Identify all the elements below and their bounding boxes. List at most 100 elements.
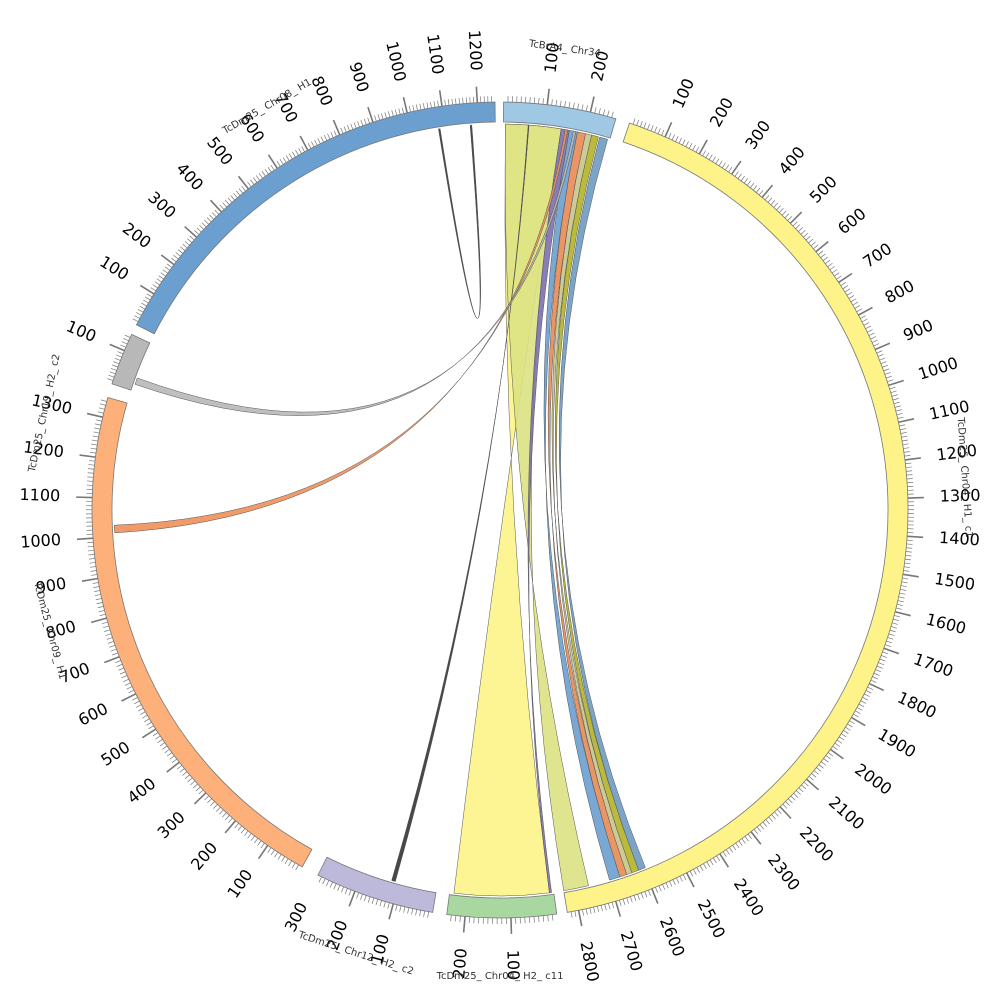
minor-tick xyxy=(357,121,360,128)
minor-tick xyxy=(447,99,450,106)
minor-tick xyxy=(150,287,157,292)
minor-tick xyxy=(832,745,838,751)
minor-tick xyxy=(703,863,707,870)
minor-tick xyxy=(581,104,584,111)
minor-tick xyxy=(412,105,415,112)
minor-tick xyxy=(906,470,913,472)
minor-tick xyxy=(291,862,296,869)
minor-tick xyxy=(853,713,859,718)
minor-tick xyxy=(864,693,870,697)
minor-tick xyxy=(678,137,682,144)
minor-tick xyxy=(95,598,102,601)
minor-tick xyxy=(875,669,882,673)
minor-tick xyxy=(862,696,868,701)
minor-tick xyxy=(211,212,217,218)
minor-tick xyxy=(219,809,224,815)
minor-tick xyxy=(811,773,817,778)
minor-tick xyxy=(608,903,611,910)
minor-tick xyxy=(148,725,154,730)
minor-tick xyxy=(198,789,204,795)
minor-tick xyxy=(116,663,123,667)
minor-tick xyxy=(647,123,650,130)
minor-tick xyxy=(455,98,457,105)
minor-tick xyxy=(348,889,352,896)
minor-tick xyxy=(729,847,734,853)
minor-tick xyxy=(891,394,898,397)
minor-tick xyxy=(88,460,95,462)
minor-tick xyxy=(235,190,241,196)
minor-tick xyxy=(277,854,282,860)
minor-tick xyxy=(110,368,117,371)
minor-tick xyxy=(377,114,381,121)
minor-tick xyxy=(900,432,907,434)
minor-tick xyxy=(318,876,322,883)
minor-tick xyxy=(732,845,737,851)
minor-tick xyxy=(106,637,113,640)
minor-tick xyxy=(371,897,375,904)
major-tick xyxy=(90,617,107,624)
tick-label: 1000 xyxy=(20,530,62,552)
minor-tick xyxy=(112,364,118,368)
minor-tick xyxy=(882,651,889,655)
minor-tick xyxy=(113,361,120,365)
minor-tick xyxy=(889,386,896,390)
major-tick xyxy=(904,457,921,461)
minor-tick xyxy=(285,155,290,161)
major-tick xyxy=(438,90,443,107)
major-tick xyxy=(141,728,157,739)
minor-tick xyxy=(594,107,597,114)
tick-label: 100 xyxy=(223,866,256,902)
major-tick xyxy=(79,454,96,458)
minor-tick xyxy=(834,742,840,747)
minor-tick xyxy=(184,774,190,779)
link-ribbon xyxy=(547,131,628,878)
minor-tick xyxy=(139,305,146,310)
minor-tick xyxy=(189,235,195,241)
major-tick xyxy=(184,225,198,238)
tick-label: 1000 xyxy=(916,353,961,384)
minor-tick xyxy=(856,308,863,313)
minor-tick xyxy=(589,907,592,914)
major-tick xyxy=(224,820,237,834)
minor-tick xyxy=(87,545,94,548)
tick-label: 900 xyxy=(345,60,373,95)
minor-tick xyxy=(716,855,721,862)
minor-tick xyxy=(639,121,643,127)
minor-tick xyxy=(903,566,911,568)
minor-tick xyxy=(403,906,406,913)
minor-tick xyxy=(728,166,733,173)
minor-tick xyxy=(781,210,787,216)
minor-tick xyxy=(196,227,202,233)
minor-tick xyxy=(261,171,266,177)
major-tick xyxy=(166,761,180,773)
tick-label: 200 xyxy=(119,219,155,253)
tick-label: 400 xyxy=(124,774,160,808)
minor-tick xyxy=(542,915,545,922)
minor-tick xyxy=(682,874,687,881)
minor-tick xyxy=(250,835,255,841)
minor-tick xyxy=(784,213,790,219)
minor-tick xyxy=(320,136,324,143)
minor-tick xyxy=(228,817,233,823)
tick-label: 100 xyxy=(64,316,100,345)
minor-tick xyxy=(114,357,121,361)
minor-tick xyxy=(310,141,315,148)
minor-tick xyxy=(89,451,97,454)
minor-tick xyxy=(132,318,139,322)
minor-tick xyxy=(831,269,838,274)
major-tick xyxy=(868,682,885,692)
major-tick xyxy=(731,160,742,175)
minor-tick xyxy=(798,787,804,793)
minor-tick xyxy=(128,689,135,694)
minor-tick xyxy=(863,322,870,326)
minor-tick xyxy=(398,108,401,115)
minor-tick xyxy=(292,151,296,158)
minor-tick xyxy=(782,803,788,809)
major-tick xyxy=(898,418,915,424)
minor-tick xyxy=(347,125,350,131)
tick-label: 1100 xyxy=(423,33,448,76)
minor-tick xyxy=(693,869,697,875)
minor-tick xyxy=(156,278,162,283)
minor-tick xyxy=(91,443,98,446)
minor-tick xyxy=(713,857,717,864)
